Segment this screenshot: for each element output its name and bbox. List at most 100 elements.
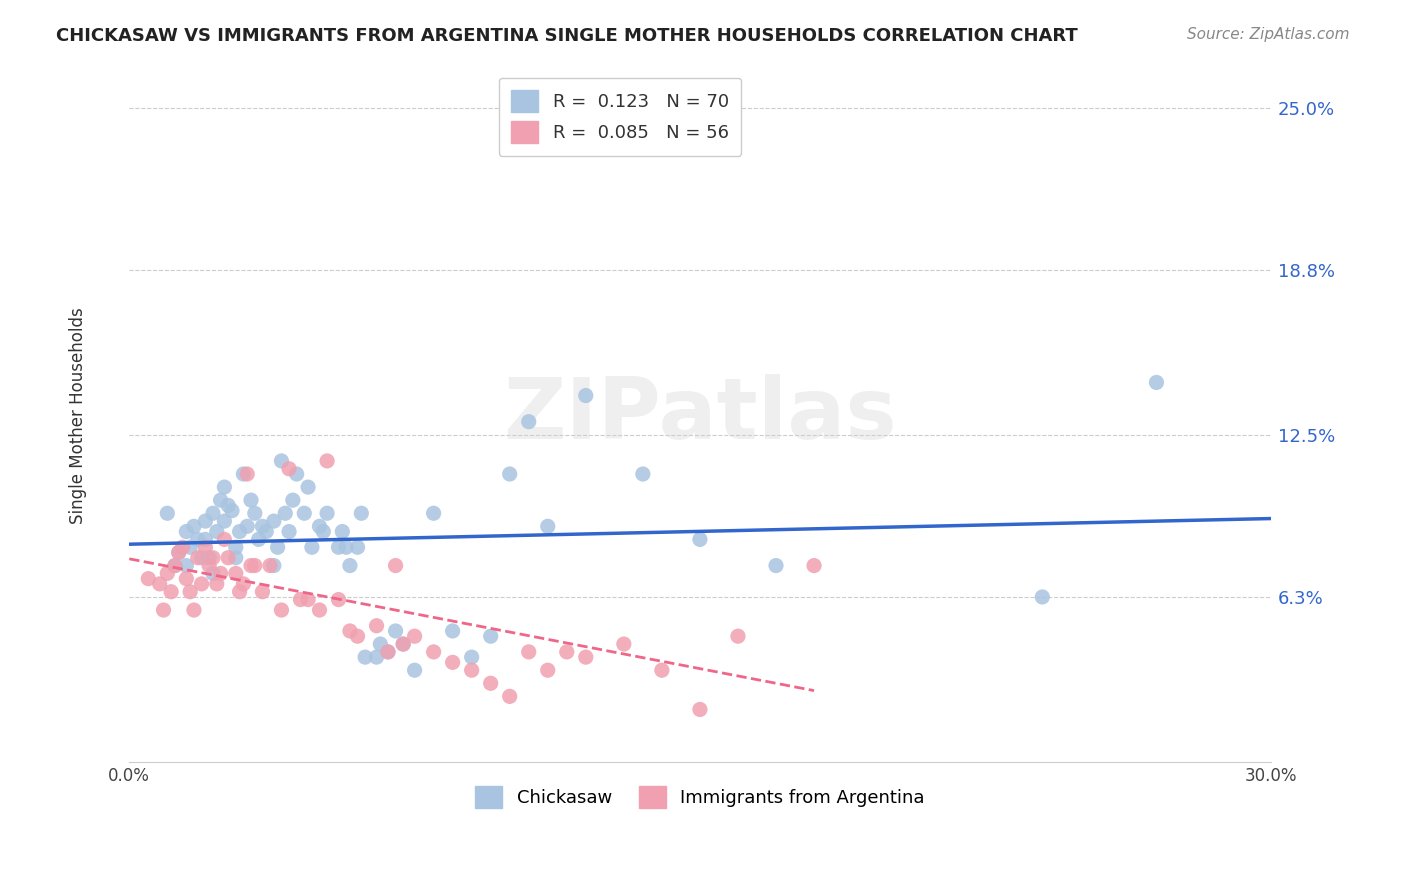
Point xyxy=(392,637,415,651)
Point xyxy=(1146,376,1168,390)
Point xyxy=(209,566,232,581)
Point xyxy=(479,676,502,690)
Point xyxy=(240,493,263,508)
Point xyxy=(176,524,198,539)
Point xyxy=(149,577,172,591)
Point xyxy=(183,519,205,533)
Point xyxy=(384,624,406,638)
Point xyxy=(366,618,388,632)
Point xyxy=(308,519,330,533)
Point xyxy=(404,629,426,643)
Point xyxy=(167,545,190,559)
Point xyxy=(366,650,388,665)
Point xyxy=(346,629,368,643)
Point xyxy=(221,503,243,517)
Point xyxy=(160,584,183,599)
Point xyxy=(228,584,250,599)
Point xyxy=(201,550,224,565)
Point xyxy=(297,592,319,607)
Point xyxy=(194,514,217,528)
Point xyxy=(350,506,373,520)
Point xyxy=(328,592,350,607)
Point xyxy=(225,566,247,581)
Point xyxy=(167,545,190,559)
Point xyxy=(575,650,598,665)
Point xyxy=(263,514,285,528)
Point xyxy=(392,637,415,651)
Point xyxy=(263,558,285,573)
Point xyxy=(308,603,330,617)
Point xyxy=(270,454,292,468)
Point xyxy=(301,541,323,555)
Point xyxy=(297,480,319,494)
Point xyxy=(198,558,221,573)
Point xyxy=(316,506,339,520)
Point xyxy=(214,533,236,547)
Text: CHICKASAW VS IMMIGRANTS FROM ARGENTINA SINGLE MOTHER HOUSEHOLDS CORRELATION CHAR: CHICKASAW VS IMMIGRANTS FROM ARGENTINA S… xyxy=(56,27,1078,45)
Point xyxy=(243,558,266,573)
Point xyxy=(217,499,239,513)
Point xyxy=(225,541,247,555)
Point xyxy=(689,533,711,547)
Text: Source: ZipAtlas.com: Source: ZipAtlas.com xyxy=(1187,27,1350,42)
Point xyxy=(187,533,209,547)
Point xyxy=(176,558,198,573)
Point xyxy=(240,558,263,573)
Point xyxy=(384,558,406,573)
Point xyxy=(370,637,392,651)
Point xyxy=(163,558,186,573)
Text: ZIPatlas: ZIPatlas xyxy=(503,374,897,457)
Point xyxy=(190,577,212,591)
Legend: Chickasaw, Immigrants from Argentina: Chickasaw, Immigrants from Argentina xyxy=(468,779,932,815)
Point xyxy=(201,506,224,520)
Point xyxy=(252,519,274,533)
Point xyxy=(190,550,212,565)
Point xyxy=(156,566,179,581)
Point xyxy=(377,645,399,659)
Point xyxy=(152,603,174,617)
Point xyxy=(278,462,301,476)
Point xyxy=(354,650,377,665)
Point xyxy=(441,624,464,638)
Point xyxy=(232,467,254,481)
Point xyxy=(156,506,179,520)
Point xyxy=(259,558,281,573)
Point xyxy=(217,550,239,565)
Point xyxy=(335,541,357,555)
Point xyxy=(346,541,368,555)
Point xyxy=(339,624,361,638)
Text: Single Mother Households: Single Mother Households xyxy=(69,307,87,524)
Point xyxy=(225,550,247,565)
Point xyxy=(422,645,444,659)
Point xyxy=(281,493,304,508)
Point xyxy=(765,558,787,573)
Point xyxy=(209,493,232,508)
Point xyxy=(172,541,194,555)
Point xyxy=(232,577,254,591)
Point xyxy=(499,690,522,704)
Point xyxy=(214,480,236,494)
Point xyxy=(194,533,217,547)
Point xyxy=(517,645,540,659)
Point xyxy=(179,584,201,599)
Point xyxy=(236,467,259,481)
Point xyxy=(292,506,315,520)
Point xyxy=(727,629,749,643)
Point xyxy=(537,519,560,533)
Point xyxy=(460,650,482,665)
Point xyxy=(247,533,270,547)
Point xyxy=(328,541,350,555)
Point xyxy=(290,592,312,607)
Point xyxy=(278,524,301,539)
Point xyxy=(205,577,228,591)
Point xyxy=(479,629,502,643)
Point xyxy=(163,558,186,573)
Point xyxy=(441,656,464,670)
Point xyxy=(631,467,654,481)
Point xyxy=(575,388,598,402)
Point xyxy=(252,584,274,599)
Point xyxy=(183,603,205,617)
Point xyxy=(179,541,201,555)
Point xyxy=(201,566,224,581)
Point xyxy=(803,558,825,573)
